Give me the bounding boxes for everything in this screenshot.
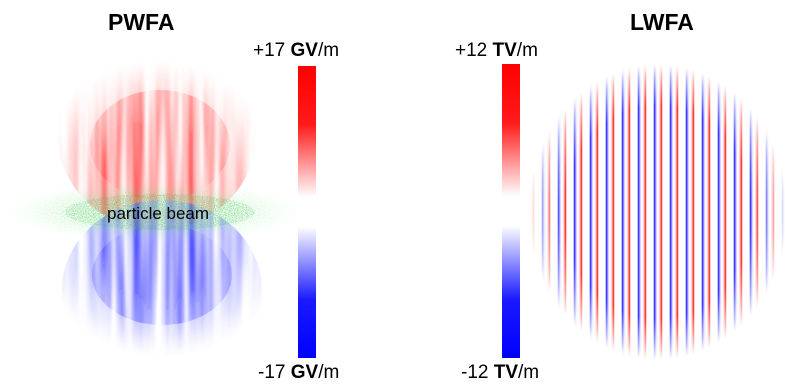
lwfa-colorbar	[502, 64, 520, 358]
lwfa-field-plot	[528, 60, 785, 365]
lwfa-unit-rest-min: /m	[518, 362, 540, 383]
pwfa-colorbar-max-label: +17 GV/m	[253, 40, 339, 62]
pwfa-unit-rest-min: /m	[318, 362, 340, 383]
lwfa-colorbar-min-label: -12 TV/m	[461, 362, 539, 384]
lwfa-max-value: +12	[455, 40, 488, 61]
lwfa-title: LWFA	[630, 9, 694, 35]
lwfa-unit-bold-min: TV	[493, 362, 519, 383]
pwfa-max-value: +17	[253, 40, 286, 61]
lwfa-unit-rest: /m	[516, 40, 538, 61]
lwfa-unit-bold: TV	[492, 40, 517, 61]
particle-beam-label: particle beam	[107, 204, 210, 223]
pwfa-unit-rest: /m	[317, 40, 340, 61]
pwfa-field-plot	[5, 34, 305, 380]
lwfa-colorbar-max-label: +12 TV/m	[455, 40, 538, 62]
lwfa-min-value: -12	[461, 362, 489, 383]
particle-beam-plot	[5, 182, 305, 242]
pwfa-title: PWFA	[108, 9, 175, 35]
pwfa-unit-bold: GV	[290, 40, 318, 61]
pwfa-unit-bold-min: GV	[290, 362, 319, 383]
pwfa-min-value: -17	[258, 362, 286, 383]
pwfa-colorbar-min-label: -17 GV/m	[258, 362, 339, 384]
pwfa-colorbar	[298, 66, 316, 358]
